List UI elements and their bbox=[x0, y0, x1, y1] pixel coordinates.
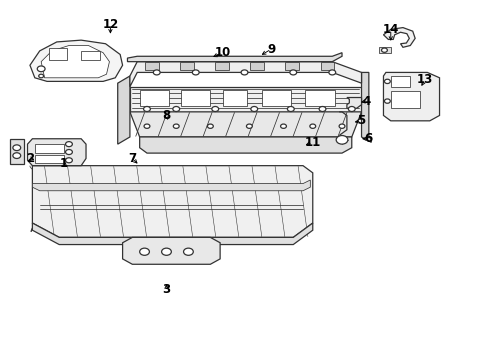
Polygon shape bbox=[222, 90, 246, 107]
Polygon shape bbox=[180, 62, 193, 69]
Circle shape bbox=[280, 124, 286, 129]
Polygon shape bbox=[361, 72, 370, 142]
Circle shape bbox=[319, 107, 325, 112]
Polygon shape bbox=[27, 139, 86, 166]
Circle shape bbox=[140, 248, 149, 255]
Circle shape bbox=[207, 124, 213, 129]
Polygon shape bbox=[140, 137, 351, 153]
Polygon shape bbox=[383, 72, 439, 121]
Circle shape bbox=[65, 141, 72, 147]
Circle shape bbox=[347, 107, 354, 112]
Circle shape bbox=[183, 248, 193, 255]
Polygon shape bbox=[49, 48, 66, 60]
Polygon shape bbox=[130, 112, 361, 137]
Circle shape bbox=[384, 99, 389, 103]
Circle shape bbox=[338, 124, 344, 129]
Circle shape bbox=[381, 48, 386, 52]
Circle shape bbox=[65, 158, 72, 163]
Circle shape bbox=[335, 135, 347, 144]
Circle shape bbox=[309, 124, 315, 129]
Polygon shape bbox=[41, 45, 109, 78]
Polygon shape bbox=[32, 166, 312, 237]
Text: 8: 8 bbox=[162, 109, 170, 122]
Polygon shape bbox=[122, 237, 220, 264]
Polygon shape bbox=[181, 90, 210, 107]
Polygon shape bbox=[390, 91, 419, 108]
Polygon shape bbox=[127, 53, 341, 62]
Polygon shape bbox=[305, 90, 334, 107]
Circle shape bbox=[143, 107, 150, 112]
Circle shape bbox=[37, 66, 45, 72]
Text: 11: 11 bbox=[304, 136, 320, 149]
Polygon shape bbox=[285, 62, 299, 69]
Polygon shape bbox=[215, 62, 228, 69]
Text: 2: 2 bbox=[26, 152, 34, 165]
Polygon shape bbox=[130, 62, 361, 87]
Text: 4: 4 bbox=[362, 95, 370, 108]
Text: 5: 5 bbox=[357, 114, 365, 127]
Circle shape bbox=[153, 70, 160, 75]
Circle shape bbox=[250, 107, 257, 112]
Circle shape bbox=[211, 107, 218, 112]
Text: 14: 14 bbox=[382, 23, 398, 36]
Polygon shape bbox=[346, 98, 361, 108]
Circle shape bbox=[65, 149, 72, 154]
Polygon shape bbox=[130, 87, 361, 112]
Polygon shape bbox=[383, 28, 414, 47]
Text: 7: 7 bbox=[128, 152, 136, 165]
Circle shape bbox=[328, 70, 335, 75]
Circle shape bbox=[384, 79, 389, 84]
Polygon shape bbox=[118, 76, 130, 144]
Circle shape bbox=[144, 124, 150, 129]
Text: 9: 9 bbox=[266, 42, 275, 55]
Text: 1: 1 bbox=[60, 157, 68, 170]
Text: 6: 6 bbox=[364, 132, 372, 145]
Circle shape bbox=[246, 124, 252, 129]
Polygon shape bbox=[32, 180, 310, 191]
Text: 12: 12 bbox=[102, 18, 118, 31]
Circle shape bbox=[173, 124, 179, 129]
Polygon shape bbox=[35, 155, 64, 163]
Circle shape bbox=[287, 107, 294, 112]
Circle shape bbox=[161, 248, 171, 255]
Polygon shape bbox=[140, 90, 168, 107]
Polygon shape bbox=[30, 40, 122, 81]
Polygon shape bbox=[32, 223, 312, 244]
Circle shape bbox=[192, 70, 199, 75]
Polygon shape bbox=[35, 144, 64, 153]
Polygon shape bbox=[145, 62, 158, 69]
Polygon shape bbox=[378, 47, 390, 53]
Circle shape bbox=[241, 70, 247, 75]
Polygon shape bbox=[250, 62, 264, 69]
Text: 3: 3 bbox=[162, 283, 170, 296]
Circle shape bbox=[13, 145, 20, 150]
Polygon shape bbox=[10, 139, 24, 164]
Polygon shape bbox=[261, 90, 290, 107]
Circle shape bbox=[289, 70, 296, 75]
Circle shape bbox=[13, 153, 20, 158]
Text: 10: 10 bbox=[214, 46, 230, 59]
Circle shape bbox=[39, 74, 43, 78]
Circle shape bbox=[172, 107, 179, 112]
Text: 13: 13 bbox=[416, 73, 432, 86]
Polygon shape bbox=[320, 62, 333, 69]
Polygon shape bbox=[81, 51, 100, 60]
Polygon shape bbox=[390, 76, 409, 87]
